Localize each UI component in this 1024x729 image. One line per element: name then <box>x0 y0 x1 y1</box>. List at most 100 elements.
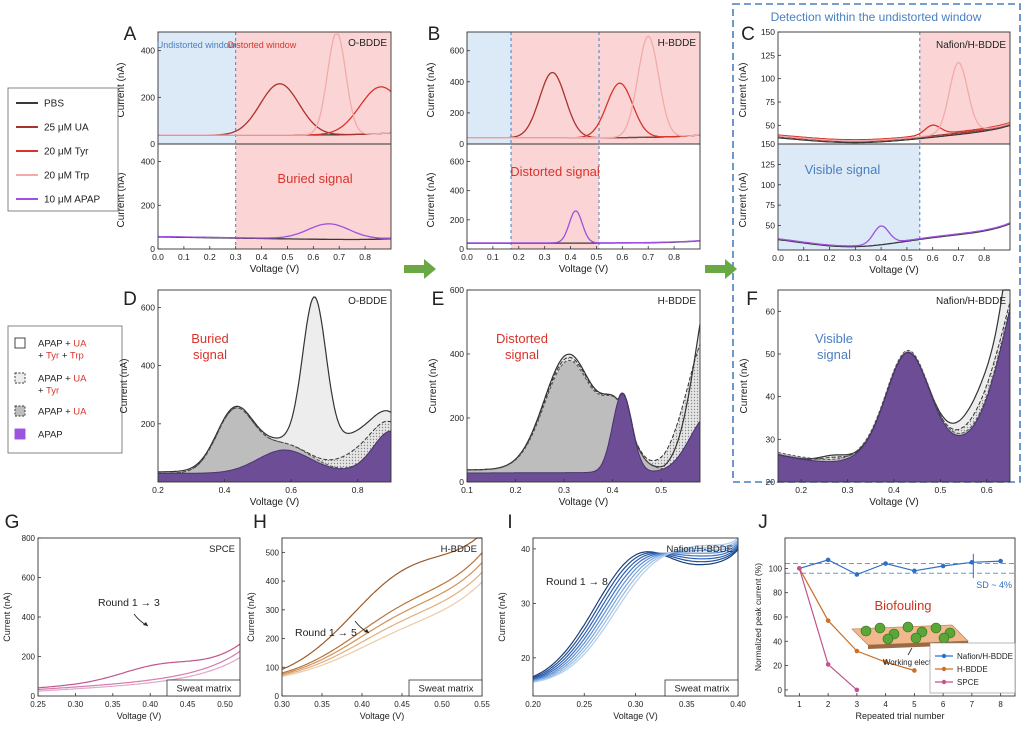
region-label-line: Visible <box>815 331 853 346</box>
y-tick-label: 200 <box>141 200 155 210</box>
x-axis-label: Voltage (V) <box>117 711 162 721</box>
area-apap <box>778 310 1010 482</box>
legend-swatch <box>14 337 26 349</box>
curve-round-3 <box>281 562 483 675</box>
legend-label: H-BDDE <box>957 665 988 674</box>
data-point <box>797 566 802 571</box>
x-axis-label: Voltage (V) <box>250 497 299 508</box>
biofouling-particle-icon <box>860 625 872 637</box>
legend-label-part: UA <box>73 407 87 418</box>
y-tick-label: 0 <box>459 477 464 487</box>
biofouling-particle-icon <box>902 621 914 633</box>
y-axis-label: Current (nA) <box>426 62 437 117</box>
undistorted-window <box>778 144 920 250</box>
series-line-2 <box>798 568 858 691</box>
legend-marker <box>941 666 947 672</box>
curve-apap <box>158 430 392 474</box>
x-tick-label: 0.4 <box>875 253 887 263</box>
y-tick-label: 400 <box>450 349 464 359</box>
x-tick-label: 2 <box>826 700 831 709</box>
y-tick-label: 100 <box>761 74 775 84</box>
round-arrow-head <box>143 622 148 626</box>
y-axis-label: Current (nA) <box>426 172 437 227</box>
curve-apap-ua <box>467 359 701 471</box>
curve-apap-ua-tyr <box>157 407 392 474</box>
y-tick-label: 600 <box>450 285 464 295</box>
x-tick-label: 0.4 <box>888 485 900 495</box>
round-annotation: Round 1 → 8 <box>546 576 608 588</box>
y-tick-label: 60 <box>773 613 782 622</box>
panel-label: E <box>432 289 445 310</box>
plot-frame <box>281 537 483 697</box>
x-tick-label: 1 <box>797 700 802 709</box>
distorted-window <box>235 32 391 144</box>
electrode-label: Nafion/H-BDDE <box>936 296 1006 307</box>
undistorted-window <box>158 32 236 144</box>
undistorted-label: Undistorted window <box>157 40 236 50</box>
panel-d: 0.2 0.4 0.6 0.8 Voltage (V) 200 400 600 Current … <box>119 289 392 508</box>
x-tick-label: 0.40 <box>354 700 370 709</box>
y-axis-label: Current (nA) <box>738 62 749 117</box>
y-tick-label: 400 <box>141 46 155 56</box>
data-point <box>825 662 831 667</box>
electrode-label: H-BDDE <box>441 544 477 555</box>
x-tick-label: 0.1 <box>798 253 810 263</box>
x-tick-label: 0.2 <box>510 485 522 495</box>
x-tick-label: 0.25 <box>576 700 592 709</box>
y-tick-label: 200 <box>141 92 155 102</box>
legend-label-part: APAP + <box>38 374 73 385</box>
legend-box <box>7 87 119 212</box>
legend-label-part: UA <box>73 339 87 350</box>
x-tick-label: 0.45 <box>394 700 410 709</box>
y-axis-label: Current (nA) <box>116 62 127 117</box>
region-label: Visible signal <box>805 162 881 177</box>
x-tick-label: 0.0 <box>772 253 784 263</box>
legend-swatch <box>14 405 26 417</box>
panel-label: J <box>758 512 768 533</box>
y-tick-label: 125 <box>761 159 775 169</box>
curve-pbs <box>777 124 1011 144</box>
plot-frame <box>157 31 392 250</box>
x-tick-label: 0.8 <box>668 252 680 262</box>
x-tick-label: 0.2 <box>204 252 216 262</box>
legend-top: PBS 25 μM UA 20 μM Tyr 20 μM Trp 10 μM APAP <box>7 87 119 212</box>
legend-label: 25 μM UA <box>44 123 89 134</box>
x-tick-label: 0.2 <box>795 485 807 495</box>
x-tick-label: 4 <box>883 700 888 709</box>
x-axis-label: Voltage (V) <box>250 264 299 275</box>
legend-label-part: Trp <box>70 351 84 362</box>
x-tick-label: 0.6 <box>927 253 939 263</box>
y-axis-label: Current (nA) <box>739 358 750 413</box>
x-tick-label: 0.55 <box>474 700 490 709</box>
y-axis-label: Current (nA) <box>246 592 256 642</box>
series-line-1 <box>798 568 915 672</box>
x-tick-label: 0.4 <box>219 485 231 495</box>
x-axis-label: Repeated trial number <box>855 711 944 721</box>
x-tick-label: 0.5 <box>655 485 667 495</box>
data-point <box>998 558 1003 564</box>
x-tick-label: 0.6 <box>307 252 319 262</box>
area-apap-ua <box>158 407 391 482</box>
data-point <box>825 618 831 623</box>
biofouling-particle-icon <box>882 633 894 645</box>
x-tick-label: 8 <box>998 700 1003 709</box>
panel-label: H <box>253 512 267 533</box>
legend-swatch <box>14 428 26 440</box>
region-label-line: signal <box>193 347 227 362</box>
y-tick-label: 800 <box>22 534 36 543</box>
data-point <box>912 568 917 574</box>
legend-label: Nafion/H-BDDE <box>957 652 1013 661</box>
curve-round-3 <box>532 546 739 680</box>
y-tick-label: 150 <box>761 139 775 149</box>
curve-apap <box>467 392 701 474</box>
legend-label: 10 μM APAP <box>44 195 100 206</box>
y-tick-label: 100 <box>761 180 775 190</box>
region-label-line: Distorted <box>496 331 548 346</box>
x-tick-label: 0.3 <box>842 485 854 495</box>
y-axis-label: Current (nA) <box>119 358 130 413</box>
x-tick-label: 0.1 <box>178 252 190 262</box>
legend-label: SPCE <box>957 678 979 687</box>
series-line-0 <box>799 559 1001 576</box>
x-tick-label: 0.4 <box>256 252 268 262</box>
